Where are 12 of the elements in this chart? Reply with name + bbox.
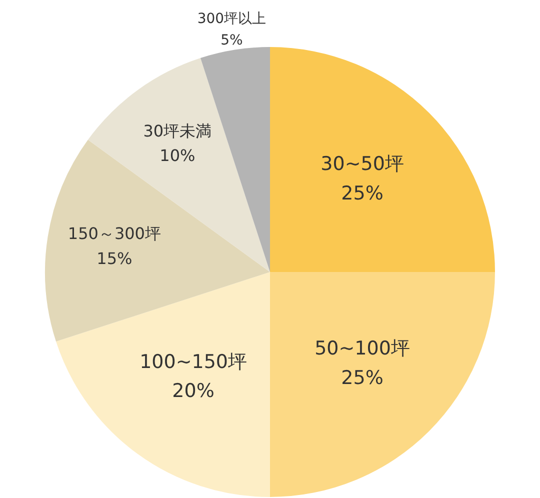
data-label: 25% [341,366,384,389]
slice-label: 30~50坪 [320,152,404,175]
data-label: 10% [160,146,196,166]
slice-label: 30坪未満 [143,121,212,140]
slice-label: 50~100坪 [314,337,410,360]
slice-label: 100~150坪 [140,350,248,373]
data-label: 15% [96,248,132,268]
data-label: 5% [220,32,243,49]
data-label: 25% [341,182,384,204]
data-label: 20% [172,380,214,402]
slice-label: 150～300坪 [68,224,161,244]
slice-label: 300坪以上 [197,10,266,27]
